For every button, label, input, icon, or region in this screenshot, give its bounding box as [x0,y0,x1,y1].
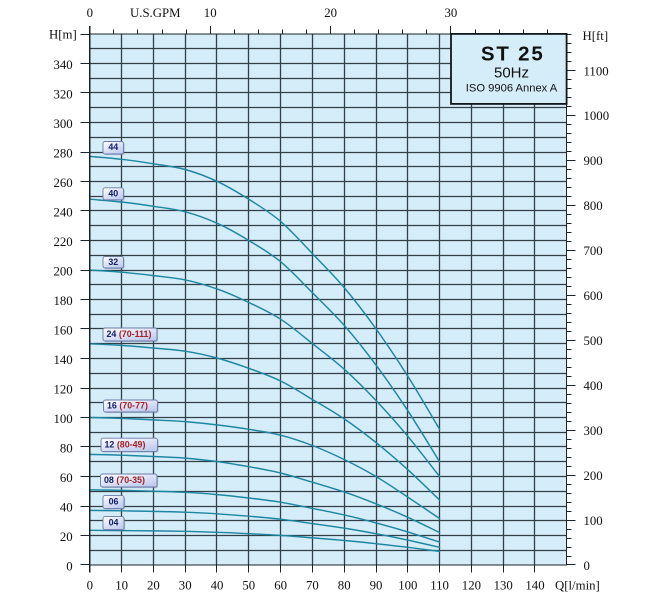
svg-text:60: 60 [60,471,73,485]
svg-text:300: 300 [53,117,72,131]
svg-text:140: 140 [525,579,544,593]
svg-text:12 (80-49): 12 (80-49) [105,439,146,449]
svg-text:24 (70-111): 24 (70-111) [107,329,152,339]
svg-text:44: 44 [108,142,118,152]
svg-text:110: 110 [430,579,449,593]
svg-text:40: 40 [60,500,73,514]
svg-text:1100: 1100 [584,64,609,78]
svg-text:40: 40 [211,579,224,593]
svg-text:50Hz: 50Hz [494,65,529,82]
svg-text:H[ft]: H[ft] [583,29,609,43]
svg-text:200: 200 [53,264,72,278]
svg-text:300: 300 [584,424,603,438]
svg-text:60: 60 [274,579,287,593]
svg-text:320: 320 [53,87,72,101]
svg-text:32: 32 [108,257,118,267]
svg-text:260: 260 [53,176,72,190]
svg-text:06: 06 [109,497,119,507]
svg-text:900: 900 [584,154,603,168]
svg-text:130: 130 [494,579,513,593]
svg-text:20: 20 [324,6,337,20]
svg-text:0: 0 [87,579,93,593]
svg-text:280: 280 [53,146,72,160]
svg-text:40: 40 [108,188,118,198]
svg-text:200: 200 [584,469,603,483]
svg-text:04: 04 [109,518,119,528]
svg-text:100: 100 [584,514,603,528]
svg-text:700: 700 [584,244,603,258]
svg-text:U.S.GPM: U.S.GPM [130,6,181,20]
svg-text:340: 340 [53,58,72,72]
svg-text:30: 30 [445,6,458,20]
svg-text:0: 0 [584,559,590,573]
svg-text:70: 70 [306,579,319,593]
svg-text:30: 30 [179,579,192,593]
svg-text:08 (70-35): 08 (70-35) [104,475,145,485]
svg-text:0: 0 [66,559,72,573]
svg-text:400: 400 [584,379,603,393]
svg-text:1000: 1000 [584,109,610,123]
svg-text:600: 600 [584,289,603,303]
svg-text:100: 100 [53,412,72,426]
svg-text:160: 160 [53,323,72,337]
svg-text:240: 240 [53,205,72,219]
svg-text:120: 120 [462,579,481,593]
svg-text:H[m]: H[m] [49,28,77,42]
svg-text:20: 20 [60,530,73,544]
svg-text:220: 220 [53,235,72,249]
svg-text:90: 90 [370,579,383,593]
svg-text:800: 800 [584,199,603,213]
svg-text:140: 140 [53,353,72,367]
svg-text:50: 50 [242,579,255,593]
svg-text:0: 0 [87,6,93,20]
svg-text:100: 100 [398,579,417,593]
svg-text:80: 80 [60,441,73,455]
svg-text:500: 500 [584,334,603,348]
svg-text:ST 25: ST 25 [481,43,545,66]
svg-text:180: 180 [53,294,72,308]
svg-text:120: 120 [53,382,72,396]
svg-text:Q[l/min]: Q[l/min] [555,579,600,593]
svg-text:16 (70-77): 16 (70-77) [107,401,148,411]
svg-text:10: 10 [115,579,128,593]
svg-text:80: 80 [338,579,351,593]
svg-text:10: 10 [204,6,217,20]
svg-text:ISO 9906 Annex A: ISO 9906 Annex A [466,83,558,95]
svg-text:20: 20 [147,579,160,593]
